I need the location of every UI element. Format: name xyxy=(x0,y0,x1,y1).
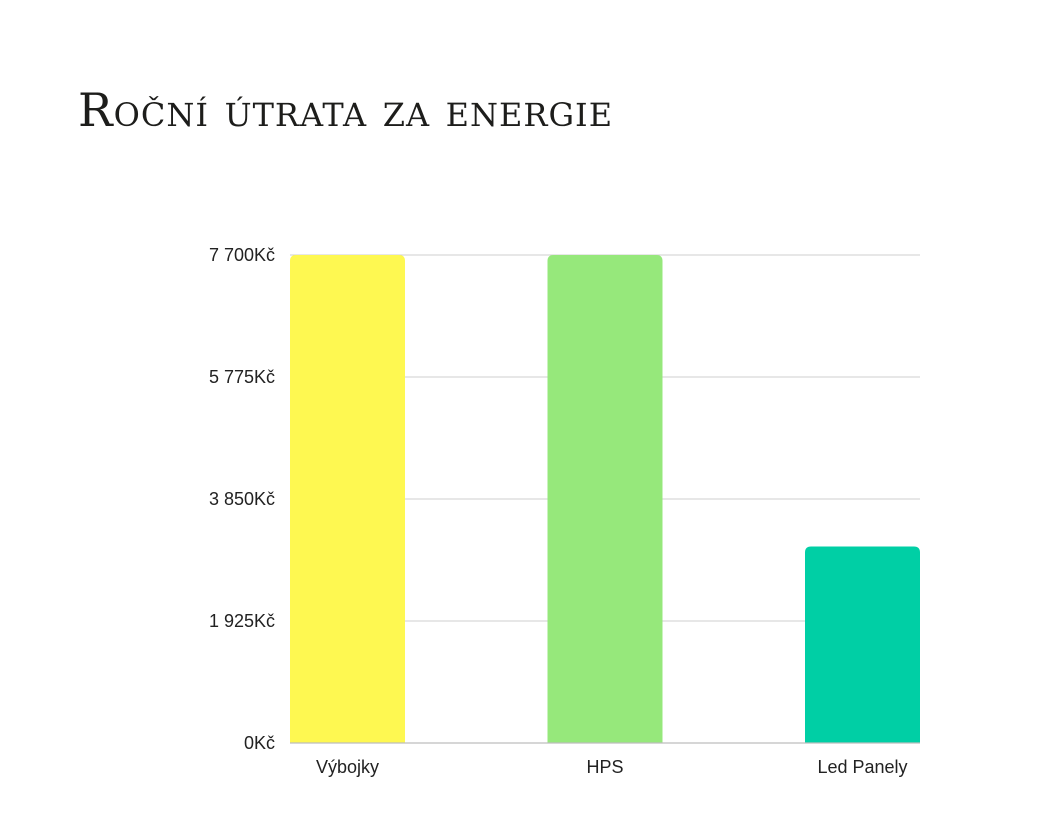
y-tick-label: 0Kč xyxy=(244,733,275,753)
y-tick-label: 7 700Kč xyxy=(209,245,275,265)
y-tick-label: 5 775Kč xyxy=(209,367,275,387)
bar-led-panely xyxy=(805,546,920,743)
x-tick-label: Výbojky xyxy=(316,757,379,777)
page-title: Roční útrata za energie xyxy=(78,83,614,137)
y-tick-label: 3 850Kč xyxy=(209,489,275,509)
x-tick-label: HPS xyxy=(586,757,623,777)
bars xyxy=(290,255,920,743)
x-tick-label: Led Panely xyxy=(817,757,907,777)
bar-v-bojky xyxy=(290,255,405,743)
labels: 0Kč 1 925Kč 3 850Kč 5 775Kč 7 700Kč Výbojky HP… xyxy=(209,245,908,777)
bar-hps xyxy=(547,255,663,743)
y-tick-label: 1 925Kč xyxy=(209,611,275,631)
